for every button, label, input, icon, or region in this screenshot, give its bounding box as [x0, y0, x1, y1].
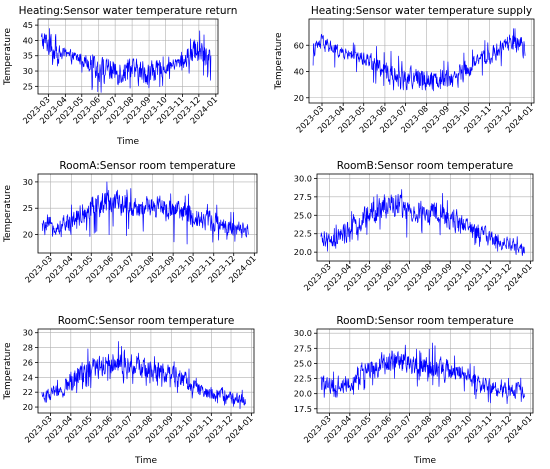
subplot-0: Heating:Sensor water temperature return 2… — [3, 5, 237, 147]
y-tick-label: 30 — [23, 66, 33, 76]
y-tick-label: 35 — [23, 51, 33, 61]
series-line-2 — [41, 181, 249, 245]
y-tick-label: 24 — [23, 372, 33, 382]
y-tick-label: 20 — [23, 402, 33, 412]
axes-frame — [37, 173, 258, 254]
series-line-3 — [320, 189, 525, 256]
x-axis-label: Time — [413, 456, 436, 466]
series-line-1 — [312, 28, 526, 92]
axes-frame — [316, 328, 534, 414]
y-tick-label: 28 — [23, 343, 33, 353]
chart-title: Heating:Sensor water temperature return — [19, 5, 238, 17]
y-tick-label: 25 — [23, 81, 33, 91]
subplot-4: RoomC:Sensor room temperature 20 22 24 26 28 3… — [3, 315, 255, 466]
y-tick-label: 60 — [294, 40, 304, 50]
subplot-2: RoomA:Sensor room temperature2025302023-… — [3, 160, 258, 285]
y-tick-label: 20.0 — [294, 389, 312, 399]
y-tick-label: 25 — [23, 203, 33, 213]
series-line-0 — [40, 28, 212, 93]
axes-frame — [308, 18, 535, 104]
chart-title: RoomA:Sensor room temperature — [59, 160, 235, 172]
y-axis-label: Temperature — [3, 342, 13, 400]
y-tick-label: 26 — [23, 357, 33, 367]
subplot-1: Heating:Sensor water temperature supply 2… — [274, 5, 535, 135]
y-tick-label: 45 — [23, 20, 33, 30]
y-tick-label: 20 — [294, 93, 304, 103]
axes-frame — [37, 328, 255, 414]
chart-title: Heating:Sensor water temperature supply — [311, 5, 532, 17]
x-axis-label: Time — [134, 456, 157, 466]
y-tick-label: 25.0 — [294, 210, 312, 220]
axes-frame — [37, 18, 219, 95]
y-axis-label: Temperature — [274, 32, 284, 90]
y-tick-label: 30.0 — [294, 328, 312, 338]
y-tick-label: 30 — [23, 328, 33, 338]
y-tick-label: 27.5 — [294, 343, 312, 353]
chart-title: RoomD:Sensor room temperature — [336, 315, 513, 327]
y-tick-label: 17.5 — [294, 404, 312, 414]
y-tick-label: 20.0 — [294, 247, 312, 257]
x-axis-label: Time — [116, 137, 139, 147]
series-line-4 — [41, 341, 246, 410]
y-tick-label: 40 — [23, 35, 33, 45]
series-line-5 — [320, 342, 525, 405]
y-axis-label: Temperature — [3, 28, 13, 86]
y-tick-label: 22.5 — [294, 229, 312, 239]
y-tick-label: 20 — [23, 230, 33, 240]
y-tick-label: 22 — [23, 387, 33, 397]
axes-frame — [316, 173, 534, 262]
chart-title: RoomB:Sensor room temperature — [337, 160, 513, 172]
y-tick-label: 27.5 — [294, 192, 312, 202]
subplot-3: RoomB:Sensor room temperature 20.0 22.5 25.… — [294, 160, 534, 293]
y-tick-label: 30.0 — [294, 173, 312, 183]
y-tick-label: 22.5 — [294, 374, 312, 384]
y-tick-label: 30 — [23, 177, 33, 187]
y-tick-label: 40 — [294, 67, 304, 77]
subplot-5: RoomD:Sensor room temperature 17.5 20.0 22.… — [294, 315, 534, 466]
chart-title: RoomC:Sensor room temperature — [58, 315, 235, 327]
y-axis-label: Temperature — [3, 185, 13, 243]
y-tick-label: 25.0 — [294, 358, 312, 368]
